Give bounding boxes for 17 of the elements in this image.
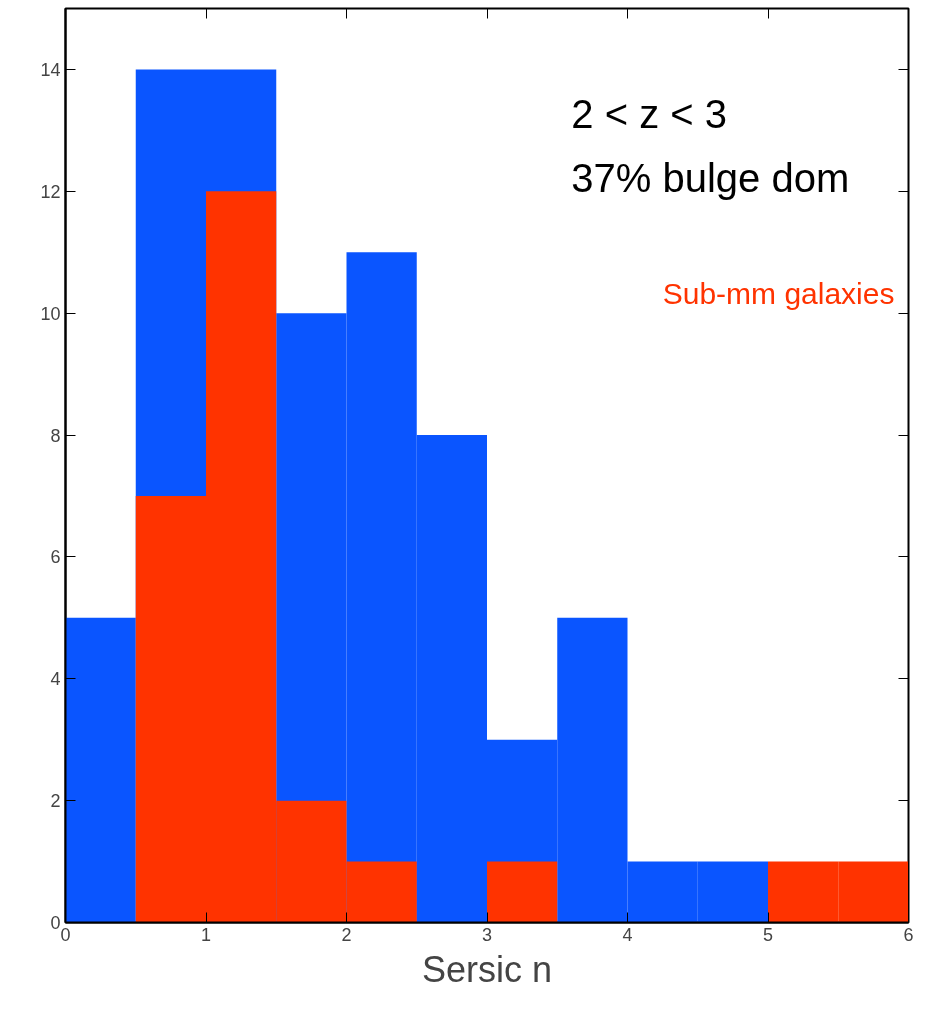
x-tick-label: 3	[481, 924, 493, 945]
x-tick-label: 1	[200, 924, 212, 945]
y-tick-label: 4	[50, 669, 61, 690]
x-axis-title: Sersic n	[421, 948, 553, 990]
x-tick-label: 2	[341, 924, 352, 945]
y-tick-label: 8	[50, 425, 61, 446]
y-tick-label: 14	[40, 59, 61, 80]
y-tick-label: 6	[50, 547, 61, 568]
x-tick-label: 6	[903, 924, 914, 945]
annotation: 2 < z < 3	[571, 92, 727, 137]
x-tick-label: 5	[762, 924, 774, 945]
y-tick-label: 2	[50, 791, 61, 812]
annotation: 37% bulge dom	[571, 156, 850, 201]
text: Sub-mm galaxies	[662, 277, 895, 311]
y-tick-label: 12	[40, 181, 61, 202]
x-tick-label: 4	[622, 924, 633, 945]
y-tick-label: 10	[40, 303, 61, 324]
